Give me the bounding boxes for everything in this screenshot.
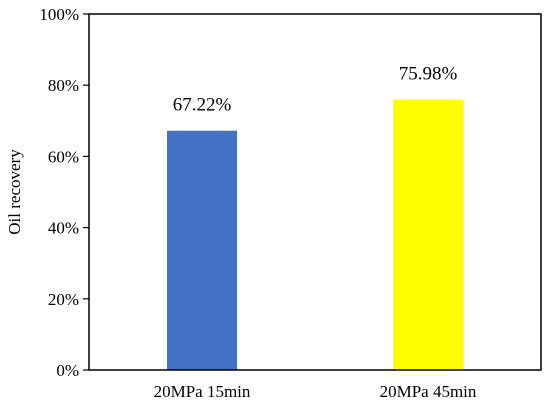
x-axis-category-labels: 20MPa 15min 20MPa 45min — [154, 382, 477, 401]
y-tick-label-4: 80% — [48, 76, 79, 95]
bar-1 — [393, 99, 463, 370]
y-tick-label-2: 40% — [48, 219, 79, 238]
y-axis-tick-labels: 0% 20% 40% 60% 80% 100% — [39, 5, 79, 380]
y-tick-label-3: 60% — [48, 147, 79, 166]
category-label-0: 20MPa 15min — [154, 382, 251, 401]
data-label-1: 75.98% — [399, 64, 458, 85]
y-tick-label-0: 0% — [56, 361, 79, 380]
category-label-1: 20MPa 45min — [380, 382, 477, 401]
y-axis-ticks — [83, 13, 89, 371]
plot-area-frame — [88, 13, 542, 371]
y-axis-label: Oil recovery — [5, 149, 24, 235]
data-label-0: 67.22% — [173, 95, 232, 116]
y-tick-label-5: 100% — [39, 5, 79, 24]
bar-0 — [167, 130, 237, 370]
bars — [167, 99, 463, 370]
data-labels: 67.22% 75.98% — [173, 64, 458, 116]
y-tick-label-1: 20% — [48, 290, 79, 309]
